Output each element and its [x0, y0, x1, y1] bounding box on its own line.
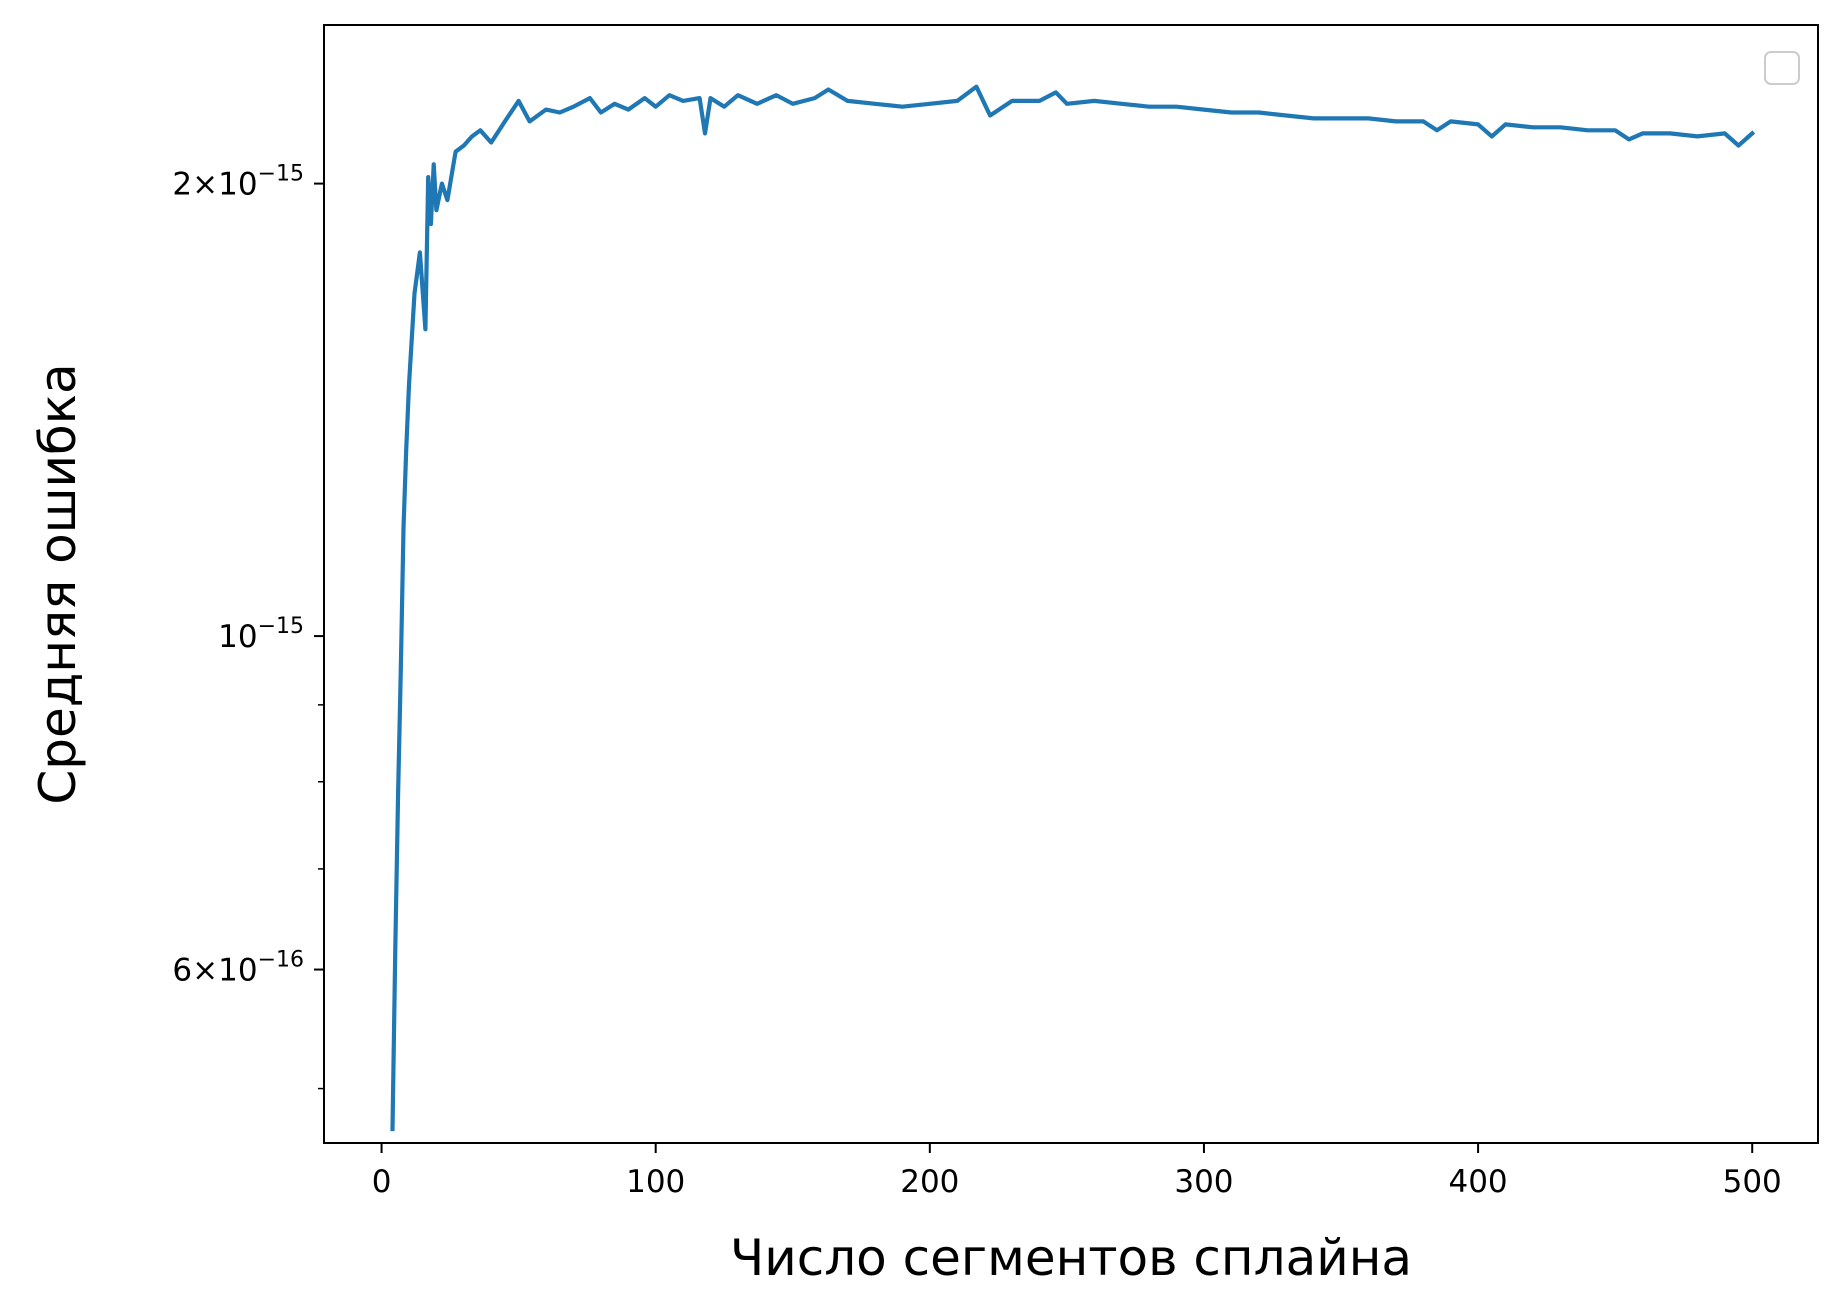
y-tick-label: 10−15	[218, 614, 304, 655]
x-tick-label: 400	[1448, 1164, 1507, 1200]
x-axis-title: Число сегментов сплайна	[730, 1229, 1412, 1287]
y-tick-label: 6×10−16	[172, 948, 304, 989]
legend-box	[1764, 51, 1800, 85]
y-axis-title: Средняя ошибка	[29, 363, 87, 804]
axes-frame	[323, 24, 1819, 1144]
x-tick-label: 200	[900, 1164, 959, 1200]
x-tick-label: 100	[626, 1164, 685, 1200]
series-line	[390, 84, 1756, 1132]
plot-area	[390, 84, 1756, 1132]
x-tick-label: 500	[1723, 1164, 1782, 1200]
y-axis: 2×10−15 10−15 6×10−16	[172, 162, 324, 1090]
x-axis: 0 100 200 300 400 500	[372, 1143, 1782, 1200]
y-tick-label: 2×10−15	[172, 162, 304, 203]
x-tick-label: 300	[1174, 1164, 1233, 1200]
x-tick-label: 0	[372, 1164, 392, 1200]
